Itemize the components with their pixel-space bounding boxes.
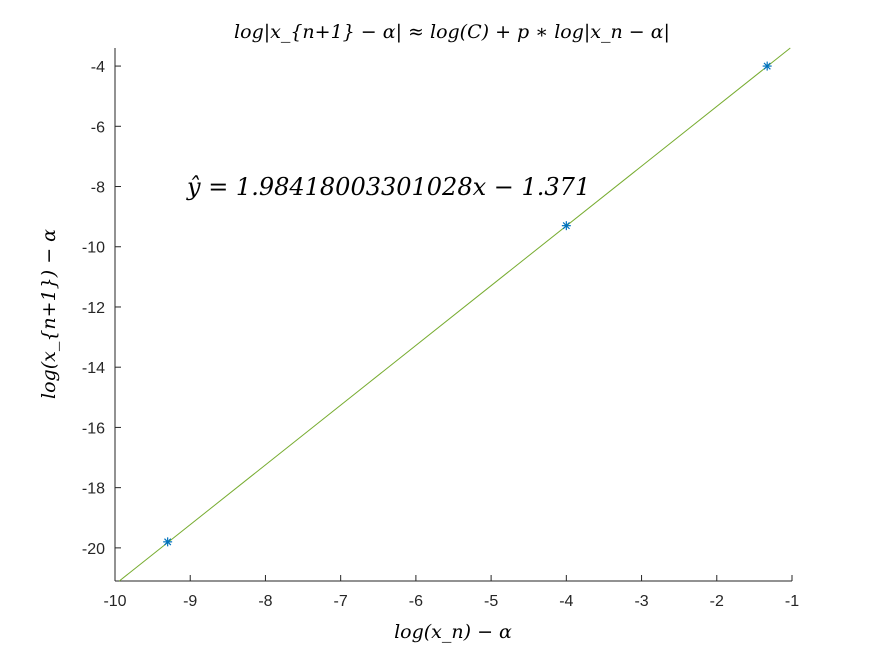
chart-title: log|x_{n+1} − α| ≈ log(C) + p ∗ log|x_n … xyxy=(234,21,670,43)
y-tick-label: -12 xyxy=(82,300,105,317)
x-tick-label: -1 xyxy=(785,593,799,610)
x-tick-label: -7 xyxy=(334,593,348,610)
y-tick-label: -10 xyxy=(82,240,105,257)
x-tick-label: -9 xyxy=(183,593,197,610)
x-tick-label: -10 xyxy=(103,593,126,610)
x-ticks: -10 -9 -8 -7 -6 -5 -4 -3 -2 -1 xyxy=(103,575,799,610)
y-tick-label: -8 xyxy=(91,180,105,197)
y-tick-label: -14 xyxy=(82,360,105,377)
x-tick-label: -6 xyxy=(409,593,423,610)
y-tick-label: -20 xyxy=(82,541,105,558)
x-tick-label: -2 xyxy=(710,593,724,610)
x-tick-label: -8 xyxy=(258,593,272,610)
x-tick-label: -5 xyxy=(484,593,498,610)
fit-line xyxy=(118,47,791,582)
x-tick-label: -3 xyxy=(634,593,648,610)
data-point xyxy=(163,537,173,547)
series-points xyxy=(163,61,772,547)
y-ticks: -4 -6 -8 -10 -12 -14 -16 -18 -20 xyxy=(82,59,121,558)
axes xyxy=(114,48,792,582)
series-lines xyxy=(118,47,791,582)
y-tick-label: -4 xyxy=(91,59,105,76)
y-tick-label: -6 xyxy=(91,119,105,136)
x-tick-label: -4 xyxy=(559,593,573,610)
data-point xyxy=(762,61,772,71)
y-axis-label: log(x_{n+1}) − α xyxy=(38,229,60,399)
x-axis-label: log(x_n) − α xyxy=(394,621,512,643)
data-point xyxy=(561,221,571,231)
y-tick-label: -18 xyxy=(82,481,105,498)
y-tick-label: -16 xyxy=(82,420,105,437)
fit-equation-annotation: ŷ = 1.98418003301028x − 1.371 xyxy=(186,173,590,201)
